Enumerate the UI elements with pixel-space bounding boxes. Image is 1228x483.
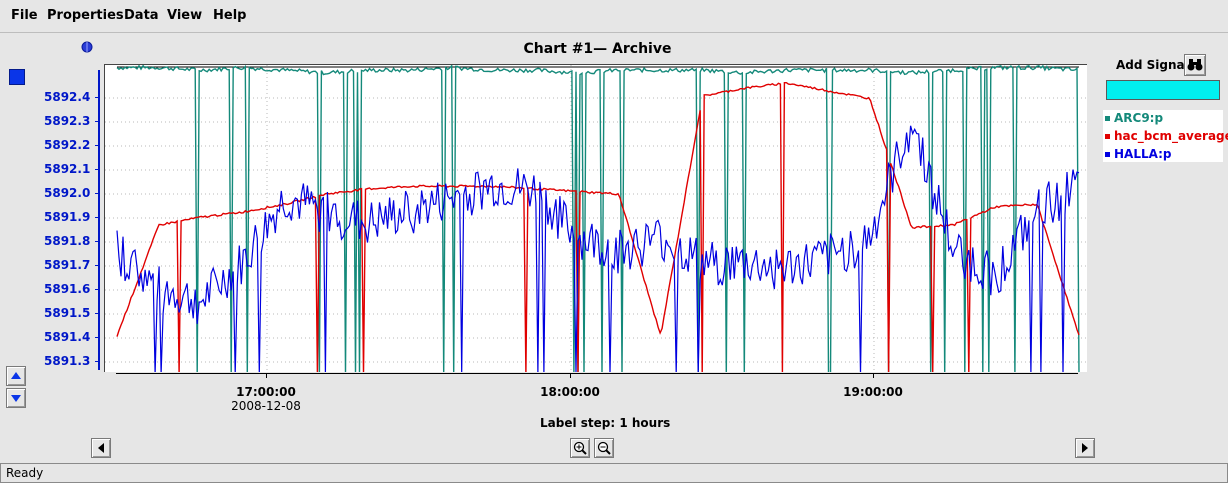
scale-up-button[interactable] [6,366,26,386]
y-tick-mark [95,217,99,218]
legend-item-hac-bcm[interactable]: hac_bcm_average [1105,129,1228,143]
x-tick-time: 17:00:00 [236,385,296,399]
x-tick-time: 18:00:00 [540,385,600,399]
y-tick-label: 5891.5 [44,306,91,320]
y-tick-mark [95,265,99,266]
y-tick-mark [95,361,99,362]
y-tick-label: 5891.4 [44,330,91,344]
add-signal-label: Add Signal [1116,58,1189,72]
chart-svg [105,63,1087,375]
x-tick-label: 19:00:00 [813,385,933,399]
chart-marker-icon[interactable] [81,41,93,53]
scale-down-button[interactable] [6,388,26,408]
y-axis-line [98,70,100,370]
legend-swatch [1105,116,1110,121]
y-tick-label: 5892.1 [44,162,91,176]
x-tick-label: 18:00:00 [510,385,630,399]
y-tick-label: 5891.8 [44,234,91,248]
y-tick-mark [95,313,99,314]
scroll-right-button[interactable] [1075,438,1095,458]
y-tick-label: 5892.4 [44,90,91,104]
arrow-up-icon [11,372,21,379]
x-tick-mark [266,373,267,378]
binoculars-icon [1187,59,1203,71]
menu-help[interactable]: Help [213,8,247,23]
plot-area[interactable] [104,63,1087,375]
menu-view[interactable]: View [167,8,203,23]
y-tick-label: 5891.6 [44,282,91,296]
status-text: Ready [6,466,44,480]
series-line-hac-bcm-average [116,82,1080,375]
zoom-out-icon [597,441,611,455]
x-tick-label: 17:00:00 2008-12-08 [206,385,326,413]
legend-item-arc9[interactable]: ARC9:p [1105,111,1163,125]
legend-label: hac_bcm_average [1114,129,1228,143]
scroll-left-button[interactable] [91,438,111,458]
legend-item-halla[interactable]: HALLA:p [1105,147,1172,161]
label-step: Label step: 1 hours [540,416,671,430]
arrow-down-icon [11,395,21,402]
menu-file[interactable]: File [11,8,38,23]
x-tick-time: 19:00:00 [843,385,903,399]
x-tick-mark [873,373,874,378]
menu-data[interactable]: Data [124,8,159,23]
x-axis-line [116,373,1078,374]
y-tick-mark [95,337,99,338]
y-tick-label: 5891.3 [44,354,91,368]
y-tick-mark [95,289,99,290]
legend-label: HALLA:p [1114,147,1172,161]
legend-swatch [1105,134,1110,139]
x-tick-date: 2008-12-08 [231,399,301,413]
triangle-right-icon [1082,443,1088,453]
series-line-halla-p [116,125,1080,375]
legend: ARC9:p hac_bcm_average HALLA:p [1103,110,1228,162]
y-tick-mark [95,121,99,122]
chart-title: Chart #1— Archive [523,41,672,57]
menu-properties[interactable]: Properties [47,8,124,23]
triangle-left-icon [98,443,104,453]
y-tick-mark [95,193,99,194]
zoom-in-button[interactable] [570,438,590,458]
legend-label: ARC9:p [1114,111,1164,125]
zoom-out-button[interactable] [594,438,614,458]
y-tick-label: 5892.0 [44,186,91,200]
zoom-in-icon [573,441,587,455]
y-tick-label: 5891.9 [44,210,91,224]
legend-swatch [1105,152,1110,157]
signal-name-input[interactable] [1106,80,1220,100]
y-tick-mark [95,145,99,146]
y-tick-label: 5892.2 [44,138,91,152]
add-signal-button[interactable] [1184,54,1206,76]
menubar: File Properties Data View Help [0,0,1228,33]
y-tick-label: 5892.3 [44,114,91,128]
status-bar: Ready [0,463,1228,483]
y-tick-mark [95,169,99,170]
axis-color-swatch[interactable] [9,69,25,85]
y-tick-mark [95,97,99,98]
y-tick-mark [95,241,99,242]
x-tick-mark [570,373,571,378]
y-tick-label: 5891.7 [44,258,91,272]
series-line-arc9-p [116,63,1080,375]
